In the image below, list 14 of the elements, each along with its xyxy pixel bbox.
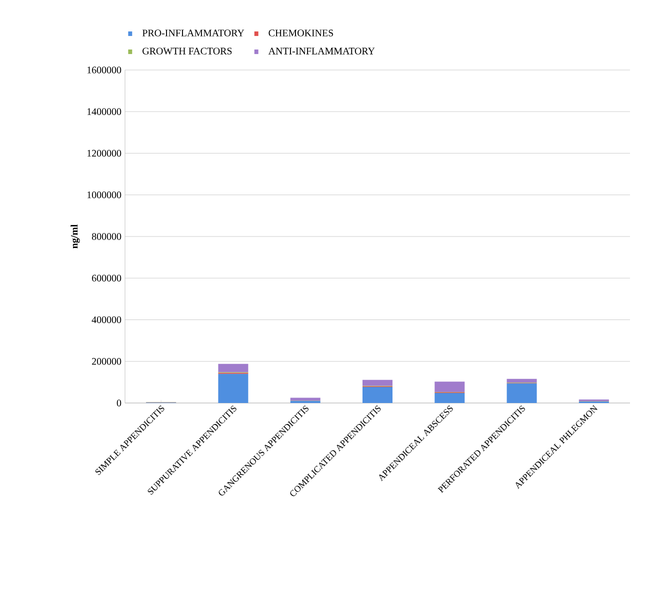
y-tick-label: 0 [116, 400, 122, 406]
legend-label: ANTI-INFLAMMATORY [268, 48, 375, 54]
y-tick-label: 800000 [92, 233, 122, 240]
legend-label: GROWTH FACTORS [142, 48, 232, 54]
y-tick-label: 1600000 [87, 66, 122, 74]
y-axis-title: ng/ml [70, 224, 80, 248]
legend-label: PRO-INFLAMMATORY [142, 30, 244, 36]
y-tick-label: 400000 [92, 316, 122, 324]
y-tick-label: 200000 [92, 358, 122, 365]
y-tick-label: 1000000 [87, 192, 122, 198]
y-tick-label: 1200000 [87, 150, 122, 157]
y-tick-label: 1400000 [87, 108, 122, 115]
legend-label: CHEMOKINES [268, 30, 334, 36]
y-tick-label: 600000 [92, 274, 122, 282]
